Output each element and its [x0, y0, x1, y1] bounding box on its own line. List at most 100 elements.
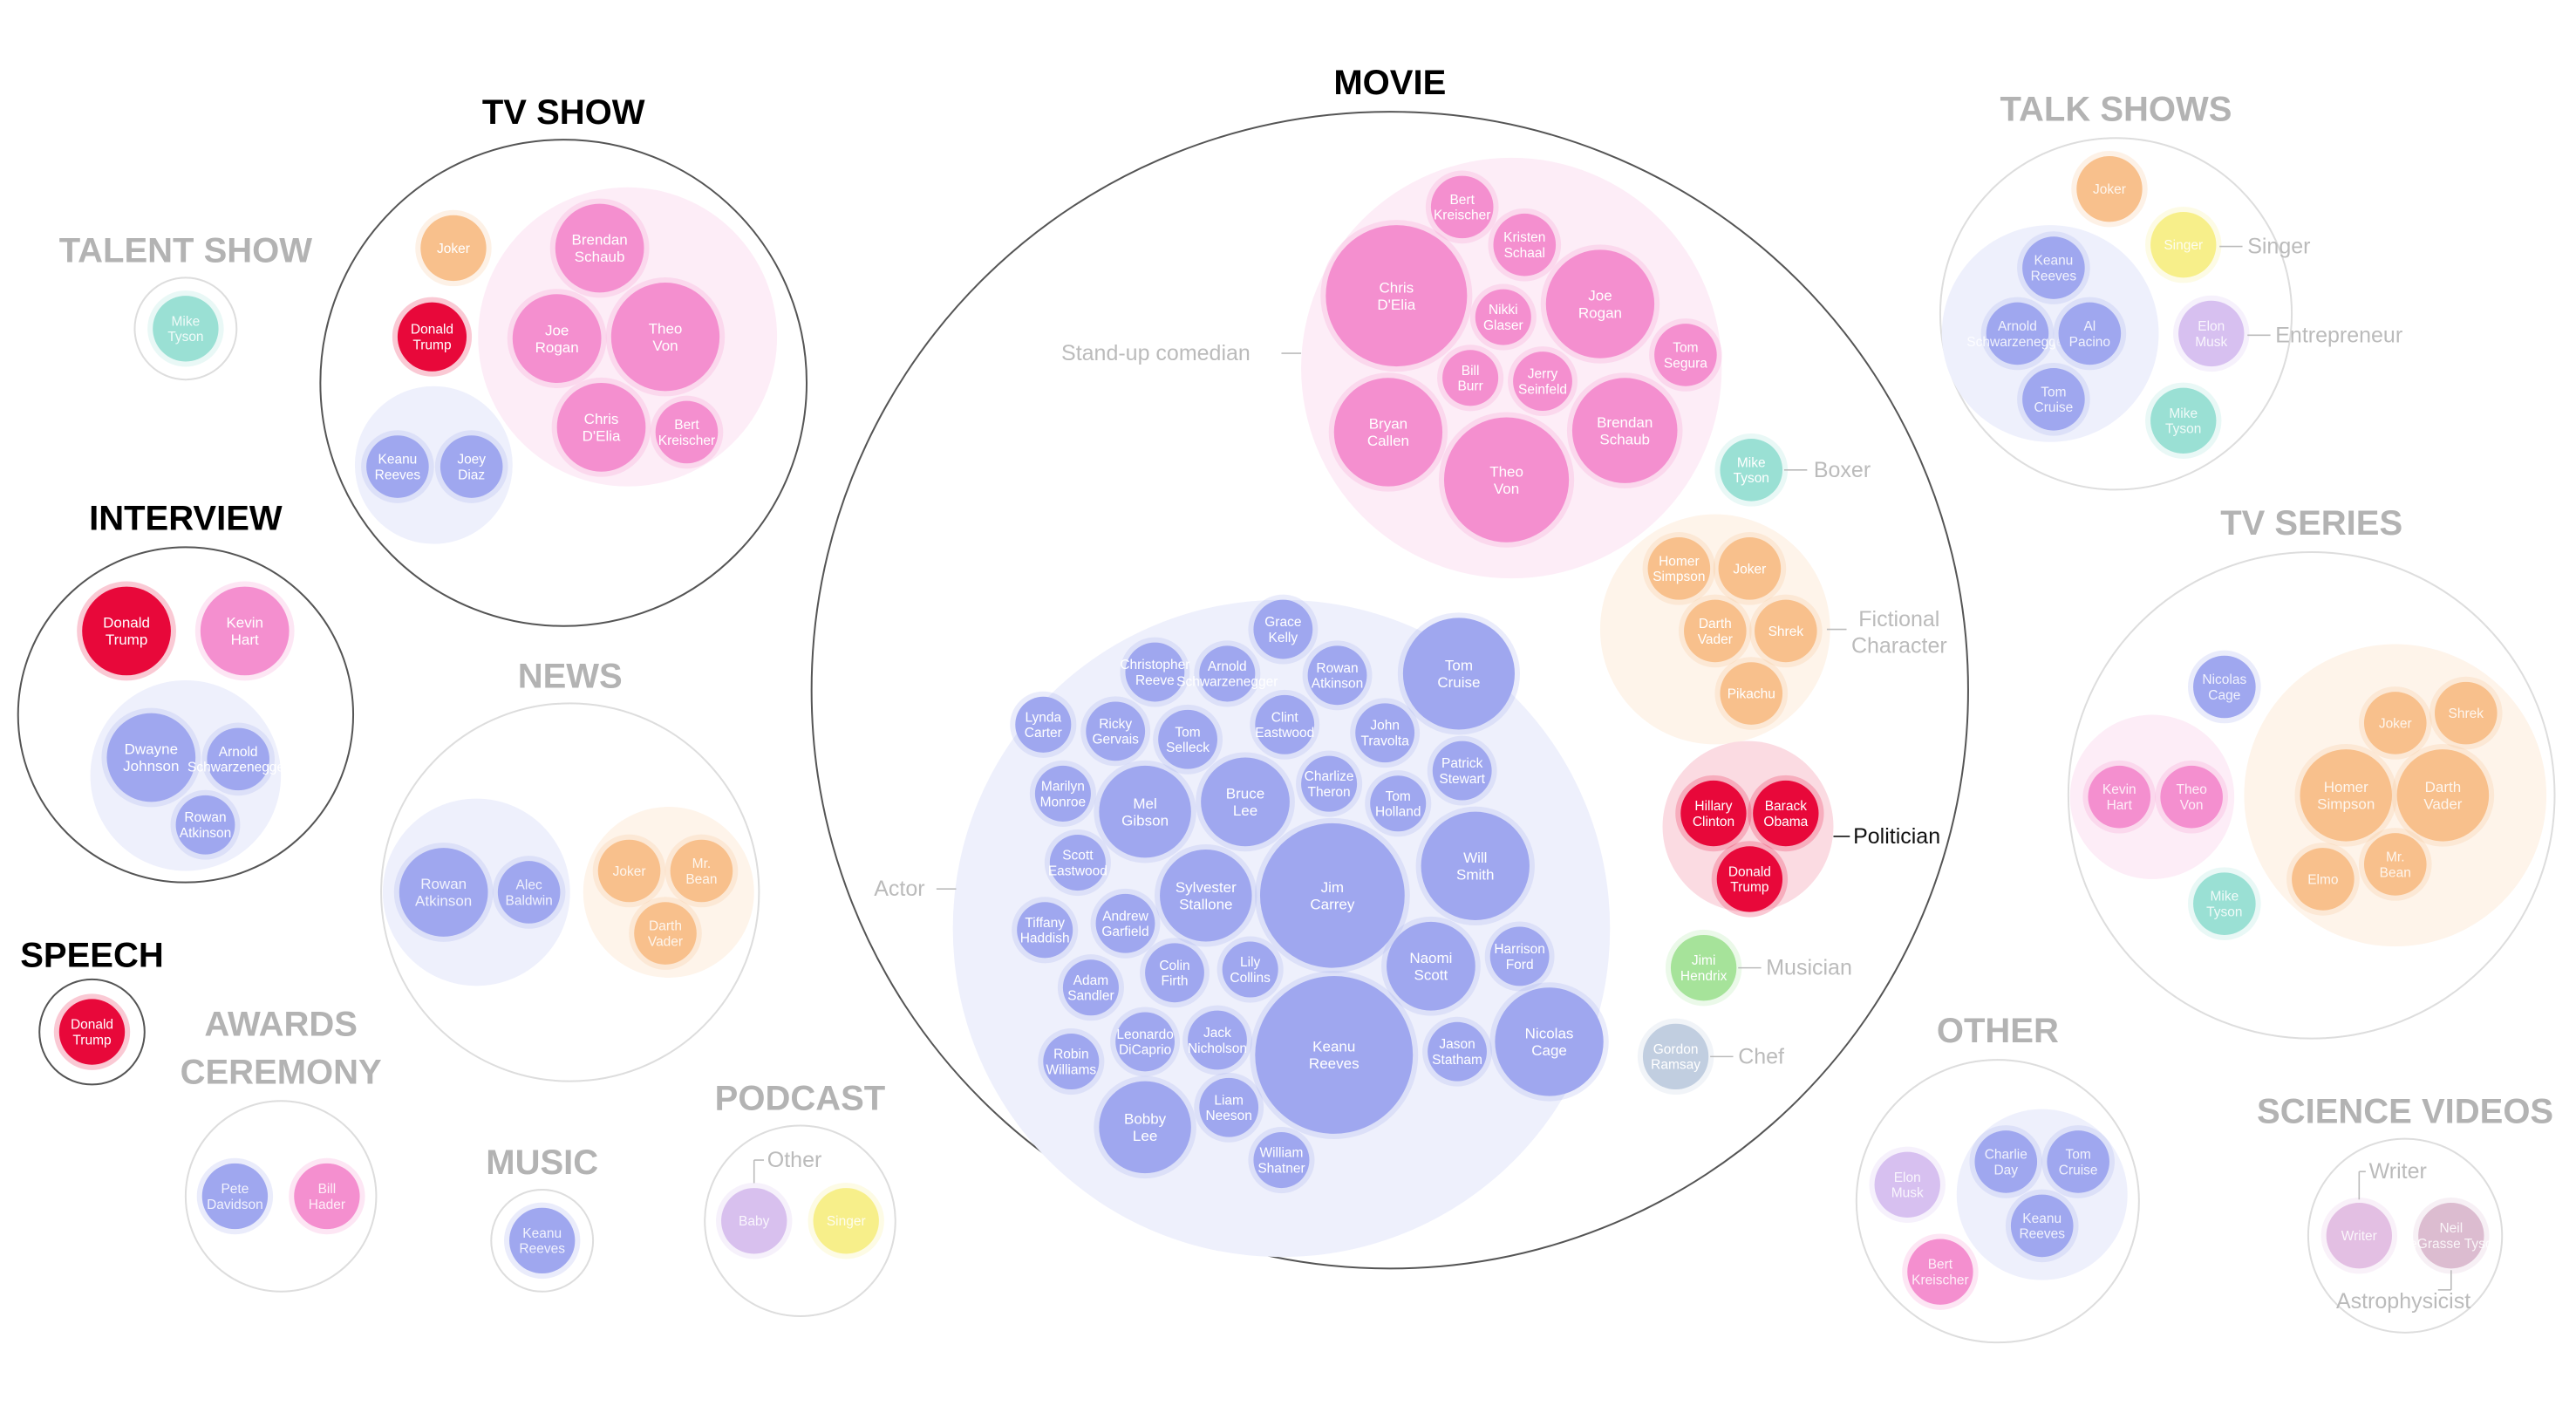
person-bubble-keanu-reeves[interactable]: Keanu Reeves — [361, 430, 434, 503]
person-bubble-robin-williams[interactable]: Robin Williams — [1038, 1027, 1105, 1095]
person-bubble-singer[interactable]: Singer — [808, 1183, 884, 1259]
person-bubble-joey-diaz[interactable]: Joey Diaz — [434, 430, 508, 503]
person-bubble-rowan-atkinson[interactable]: Rowan Atkinson — [170, 789, 241, 860]
person-bubble-naomi-scott[interactable]: Naomi Scott — [1381, 916, 1481, 1016]
person-bubble-theo-von[interactable]: Theo Von — [2155, 760, 2228, 834]
person-bubble-donald-trump[interactable]: Donald Trump — [1711, 841, 1789, 918]
person-bubble-bert-kreischer[interactable]: Bert Kreischer — [650, 395, 724, 469]
person-bubble-william-shatner[interactable]: William Shatner — [1248, 1126, 1315, 1194]
person-bubble-alec-baldwin[interactable]: Alec Baldwin — [492, 856, 566, 929]
person-bubble-donald-trump[interactable]: Donald Trump — [77, 581, 176, 681]
person-bubble-grace-kelly[interactable]: Grace Kelly — [1248, 594, 1319, 665]
person-bubble-adam-sandler[interactable]: Adam Sandler — [1057, 954, 1124, 1021]
person-bubble-darth-vader[interactable]: Darth Vader — [2391, 744, 2495, 847]
person-bubble-nikki-glaser[interactable]: Nikki Glaser — [1469, 283, 1537, 351]
person-bubble-hillary-clinton[interactable]: Hillary Clinton — [1675, 775, 1752, 852]
person-bubble-andrew-garfield[interactable]: Andrew Garfield — [1090, 888, 1161, 959]
person-bubble-tom-segura[interactable]: Tom Segura — [1649, 318, 1722, 392]
person-bubble-barack-obama[interactable]: Barack Obama — [1748, 775, 1824, 852]
person-bubble-keanu-reeves[interactable]: Keanu Reeves — [1250, 971, 1419, 1139]
person-bubble-tiffany-haddish[interactable]: Tiffany Haddish — [1012, 897, 1079, 964]
person-bubble-bert-kreischer[interactable]: Bert Kreischer — [1425, 170, 1499, 244]
person-bubble-sylvester-stallone[interactable]: Sylvester Stallone — [1155, 843, 1257, 947]
person-bubble-arnold-schwarzenegger[interactable]: Arnold Schwarzenegger — [1176, 640, 1278, 707]
person-bubble-bert-kreischer[interactable]: Bert Kreischer — [1902, 1233, 1979, 1310]
person-bubble-bobby-lee[interactable]: Bobby Lee — [1094, 1075, 1196, 1179]
person-bubble-scott-eastwood[interactable]: Scott Eastwood — [1044, 829, 1111, 897]
person-bubble-marilyn-monroe[interactable]: Marilyn Monroe — [1029, 760, 1096, 827]
person-bubble-jimi-hendrix[interactable]: Jimi Hendrix — [1665, 929, 1742, 1007]
person-bubble-nicolas-cage[interactable]: Nicolas Cage — [1489, 982, 1609, 1102]
person-bubble-theo-von[interactable]: Theo Von — [605, 277, 726, 397]
person-bubble-darth-vader[interactable]: Darth Vader — [1678, 594, 1752, 668]
person-bubble-rowan-atkinson[interactable]: Rowan Atkinson — [393, 843, 494, 942]
person-bubble-shrek[interactable]: Shrek — [2429, 676, 2503, 750]
person-bubble-arnold-schwarzenegger[interactable]: Arnold Schwarzenegger — [187, 722, 289, 796]
person-bubble-mike-tyson[interactable]: Mike Tyson — [147, 290, 224, 367]
person-bubble-ricky-gervais[interactable]: Ricky Gervais — [1080, 696, 1151, 767]
person-bubble-brendan-schaub[interactable]: Brendan Schaub — [549, 198, 650, 298]
person-bubble-harrison-ford[interactable]: Harrison Ford — [1484, 921, 1555, 992]
person-bubble-darth-vader[interactable]: Darth Vader — [629, 897, 702, 970]
person-bubble-patrick-stewart[interactable]: Patrick Stewart — [1427, 735, 1497, 806]
person-bubble-jack-nicholson[interactable]: Jack Nicholson — [1182, 1005, 1252, 1075]
person-bubble-christopher-reeve[interactable]: Christopher Reeve — [1120, 637, 1189, 707]
person-bubble-mr-bean[interactable]: Mr. Bean — [664, 834, 739, 908]
person-bubble-joker[interactable]: Joker — [1713, 532, 1787, 605]
person-bubble-writer[interactable]: Writer — [2320, 1198, 2398, 1274]
person-bubble-mel-gibson[interactable]: Mel Gibson — [1094, 760, 1196, 863]
person-bubble-charlie-day[interactable]: Charlie Day — [1969, 1125, 2043, 1198]
person-bubble-joe-rogan[interactable]: Joe Rogan — [1540, 244, 1660, 364]
person-bubble-tom-holland[interactable]: Tom Holland — [1365, 770, 1432, 837]
person-bubble-leonardo-dicaprio[interactable]: Leonardo DiCaprio — [1110, 1007, 1181, 1077]
person-bubble-joker[interactable]: Joker — [2071, 150, 2148, 228]
person-bubble-neil-degrasse-tyson[interactable]: Neil deGrasse Tyson — [2402, 1198, 2501, 1274]
person-bubble-tom-cruise[interactable]: Tom Cruise — [1397, 612, 1521, 735]
person-bubble-pikachu[interactable]: Pikachu — [1714, 657, 1789, 730]
person-bubble-bruce-lee[interactable]: Bruce Lee — [1196, 752, 1295, 852]
person-bubble-baby[interactable]: Baby — [716, 1183, 793, 1259]
person-bubble-singer[interactable]: Singer — [2145, 206, 2222, 283]
person-bubble-kristen-schaal[interactable]: Kristen Schaal — [1488, 208, 1562, 282]
person-bubble-gordon-ramsay[interactable]: Gordon Ramsay — [1637, 1018, 1714, 1095]
person-bubble-chris-d-elia[interactable]: Chris D'Elia — [551, 377, 651, 477]
person-bubble-tom-cruise[interactable]: Tom Cruise — [2017, 362, 2090, 436]
person-bubble-pete-davidson[interactable]: Pete Davidson — [196, 1157, 274, 1235]
person-bubble-joker[interactable]: Joker — [592, 834, 666, 908]
person-bubble-bill-hader[interactable]: Bill Hader — [289, 1157, 365, 1235]
person-bubble-elon-musk[interactable]: Elon Musk — [1869, 1146, 1946, 1224]
person-bubble-keanu-reeves[interactable]: Keanu Reeves — [2017, 231, 2090, 304]
person-bubble-joe-rogan[interactable]: Joe Rogan — [507, 289, 607, 388]
person-bubble-jason-statham[interactable]: Jason Statham — [1422, 1016, 1492, 1087]
person-bubble-keanu-reeves[interactable]: Keanu Reeves — [2005, 1189, 2079, 1263]
person-bubble-will-smith[interactable]: Will Smith — [1415, 806, 1535, 926]
person-bubble-donald-trump[interactable]: Donald Trump — [392, 297, 473, 377]
person-bubble-elon-musk[interactable]: Elon Musk — [2173, 295, 2250, 372]
person-bubble-charlize-theron[interactable]: Charlize Theron — [1296, 750, 1363, 817]
person-bubble-kevin-hart[interactable]: Kevin Hart — [194, 581, 295, 681]
person-bubble-rowan-atkinson[interactable]: Rowan Atkinson — [1302, 640, 1373, 711]
person-bubble-jim-carrey[interactable]: Jim Carrey — [1254, 817, 1410, 973]
person-bubble-homer-simpson[interactable]: Homer Simpson — [1642, 532, 1716, 605]
person-bubble-al-pacino[interactable]: Al Pacino — [2053, 297, 2127, 371]
person-bubble-keanu-reeves[interactable]: Keanu Reeves — [503, 1202, 581, 1280]
person-bubble-dwayne-johnson[interactable]: Dwayne Johnson — [101, 707, 201, 808]
person-bubble-chris-d-elia[interactable]: Chris D'Elia — [1320, 220, 1473, 372]
person-bubble-bill-burr[interactable]: Bill Burr — [1437, 345, 1504, 412]
person-bubble-clint-eastwood[interactable]: Clint Eastwood — [1250, 689, 1320, 760]
person-bubble-joker[interactable]: Joker — [415, 209, 492, 287]
person-bubble-tom-cruise[interactable]: Tom Cruise — [2041, 1125, 2115, 1198]
person-bubble-tom-selleck[interactable]: Tom Selleck — [1153, 704, 1223, 775]
person-bubble-mike-tyson[interactable]: Mike Tyson — [2188, 867, 2261, 940]
person-bubble-mr-bean[interactable]: Mr. Bean — [2358, 828, 2432, 901]
person-bubble-nicolas-cage[interactable]: Nicolas Cage — [2188, 650, 2261, 724]
person-bubble-arnold-schwarzenegger[interactable]: Arnold Schwarzenegger — [1966, 297, 2068, 371]
person-bubble-donald-trump[interactable]: Donald Trump — [53, 993, 131, 1070]
person-bubble-jerry-seinfeld[interactable]: Jerry Seinfeld — [1508, 346, 1578, 417]
person-bubble-bryan-callen[interactable]: Bryan Callen — [1328, 372, 1448, 492]
person-bubble-theo-von[interactable]: Theo Von — [1438, 412, 1575, 548]
person-bubble-lynda-carter[interactable]: Lynda Carter — [1010, 691, 1077, 758]
person-bubble-lily-collins[interactable]: Lily Collins — [1216, 936, 1284, 1003]
person-bubble-mike-tyson[interactable]: Mike Tyson — [1714, 433, 1789, 507]
person-bubble-colin-firth[interactable]: Colin Firth — [1140, 938, 1210, 1008]
